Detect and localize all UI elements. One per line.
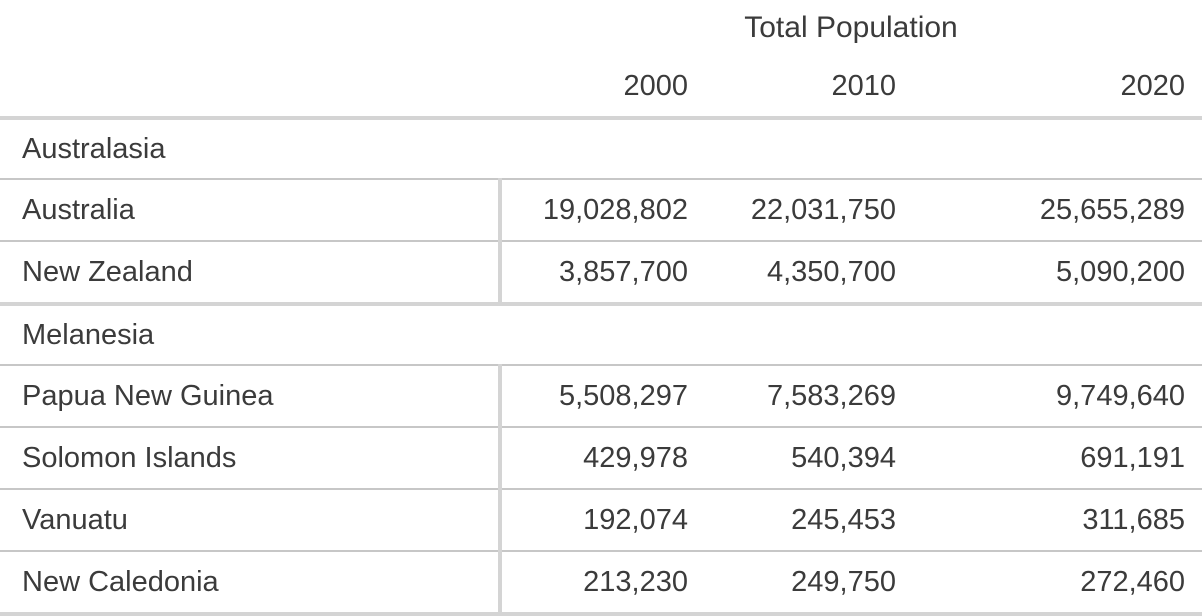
section-name: Australasia <box>22 132 166 165</box>
section-row: Australasia <box>0 118 1202 179</box>
value-cell: 19,028,802 <box>498 179 690 241</box>
value-cell: 691,191 <box>1080 441 1186 474</box>
value-cell: 22,031,750 <box>750 193 896 226</box>
value-cell: 3,857,700 <box>498 241 690 304</box>
section-name: Melanesia <box>22 318 155 351</box>
table-row: New Zealand 3,857,700 4,350,700 5,090,200 <box>0 241 1202 304</box>
table-body: Australasia Australia 19,028,802 22,031,750… <box>0 118 1202 614</box>
value-cell: 7,583,269 <box>766 379 896 412</box>
table-title: Total Population <box>744 11 958 44</box>
row-label: Papua New Guinea <box>22 379 274 412</box>
year-header-2000: 2000 <box>623 69 688 102</box>
year-header-2010: 2010 <box>831 69 896 102</box>
value-cell: 4,350,700 <box>766 255 896 288</box>
value-cell: 311,685 <box>1082 503 1186 536</box>
value-cell: 9,749,640 <box>1056 379 1186 412</box>
year-header-2020: 2020 <box>1120 69 1186 102</box>
table-header: Total Population 2000 2010 2020 <box>0 0 1202 118</box>
title-row: Total Population <box>0 0 1202 56</box>
value-cell: 429,978 <box>498 427 690 489</box>
row-label: Vanuatu <box>22 503 128 536</box>
row-label: New Zealand <box>22 255 193 288</box>
table-row: Australia 19,028,802 22,031,750 25,655,289 <box>0 179 1202 241</box>
value-cell: 249,750 <box>791 565 896 598</box>
year-row-spacer <box>0 56 500 118</box>
value-cell: 245,453 <box>791 503 896 536</box>
value-cell: 540,394 <box>791 441 896 474</box>
value-cell: 213,230 <box>498 551 690 614</box>
value-cell: 272,460 <box>1080 565 1186 598</box>
table-row: Vanuatu 192,074 245,453 311,685 <box>0 489 1202 551</box>
table-row: Papua New Guinea 5,508,297 7,583,269 9,749,… <box>0 365 1202 427</box>
table-row: Solomon Islands 429,978 540,394 691,191 <box>0 427 1202 489</box>
value-cell: 5,508,297 <box>498 365 690 427</box>
value-cell: 192,074 <box>498 489 690 551</box>
table-row: New Caledonia 213,230 249,750 272,460 <box>0 551 1202 614</box>
year-header-row: 2000 2010 2020 <box>0 56 1202 118</box>
title-row-spacer <box>0 0 500 56</box>
row-label: New Caledonia <box>22 565 219 598</box>
row-label: Australia <box>22 193 135 226</box>
row-label: Solomon Islands <box>22 441 237 474</box>
value-cell: 25,655,289 <box>1039 193 1186 226</box>
value-cell: 5,090,200 <box>1056 255 1186 288</box>
section-row: Melanesia <box>0 304 1202 365</box>
